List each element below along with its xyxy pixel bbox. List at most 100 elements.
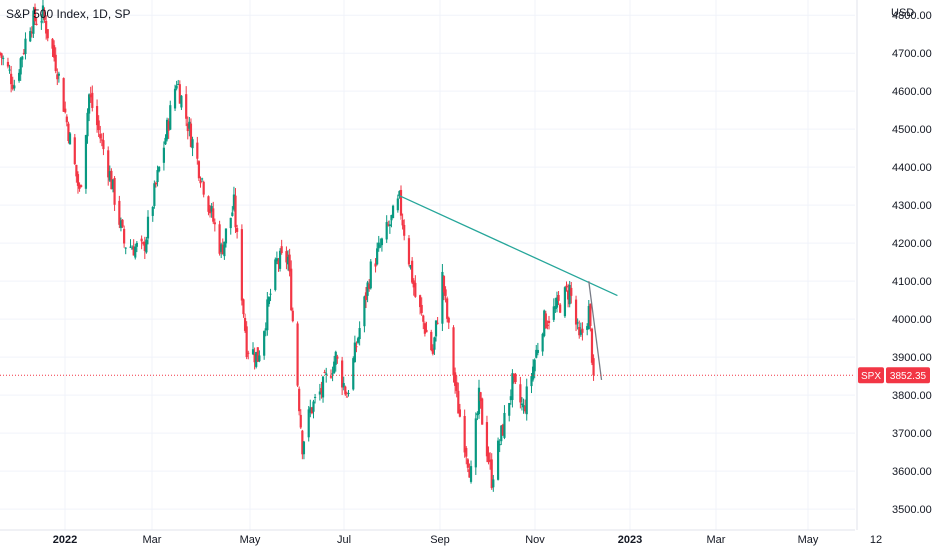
candle-down[interactable] (463, 409, 466, 458)
candle-up[interactable] (40, 14, 43, 30)
candle-down[interactable] (547, 315, 551, 330)
candle-up[interactable] (169, 100, 172, 131)
candle-down[interactable] (291, 307, 294, 323)
candle-up[interactable] (41, 0, 45, 24)
candle-down[interactable] (189, 118, 193, 148)
candle-up[interactable] (511, 369, 514, 408)
candle-down[interactable] (355, 341, 358, 353)
candle-down[interactable] (212, 201, 215, 224)
candle-down[interactable] (407, 235, 411, 267)
candle-down[interactable] (401, 213, 404, 230)
candle-up[interactable] (135, 240, 138, 253)
candle-down[interactable] (466, 458, 469, 473)
candle-up[interactable] (220, 242, 223, 258)
y-axis[interactable]: 3500.00 3600.00 3700.00 3800.00 3900.00 4000.… (856, 0, 932, 530)
candle-up[interactable] (503, 405, 506, 440)
candle-down[interactable] (43, 7, 46, 23)
candle-down[interactable] (91, 85, 94, 112)
candle-down[interactable] (100, 133, 103, 147)
candle-up[interactable] (88, 93, 91, 122)
candle-down[interactable] (444, 286, 447, 303)
candle-down[interactable] (374, 258, 377, 273)
candle-up[interactable] (509, 389, 512, 405)
candle-down[interactable] (65, 114, 68, 127)
candle-down[interactable] (95, 99, 99, 133)
candle-down[interactable] (457, 382, 460, 414)
candle-down[interactable] (431, 344, 434, 356)
candle-down[interactable] (280, 239, 283, 255)
candle-down[interactable] (442, 275, 446, 301)
candle-down[interactable] (468, 463, 471, 478)
candle-up[interactable] (520, 397, 524, 411)
candle-up[interactable] (108, 165, 111, 183)
candle-down[interactable] (178, 80, 181, 104)
candle-up[interactable] (19, 56, 22, 81)
candle-down[interactable] (465, 446, 468, 465)
candle-up[interactable] (342, 376, 345, 391)
candle-down[interactable] (202, 180, 205, 198)
candle-down[interactable] (578, 320, 581, 339)
candle-down[interactable] (154, 181, 158, 188)
candle-down[interactable] (256, 347, 259, 363)
candle-down[interactable] (78, 182, 81, 192)
candle-down[interactable] (243, 313, 247, 333)
candle-up[interactable] (434, 320, 438, 342)
candle-up[interactable] (555, 291, 559, 313)
candle-down[interactable] (419, 294, 422, 315)
candle-down[interactable] (64, 101, 67, 114)
candle-up[interactable] (231, 206, 234, 217)
candle-down[interactable] (565, 281, 568, 292)
candle-down[interactable] (54, 47, 57, 74)
candle-down[interactable] (320, 381, 323, 399)
candle-up[interactable] (474, 412, 477, 475)
candle-up[interactable] (396, 194, 399, 213)
candle-down[interactable] (0, 51, 2, 56)
candle-up[interactable] (587, 299, 590, 330)
candle-up[interactable] (313, 393, 317, 404)
candle-down[interactable] (56, 68, 59, 86)
candle-up[interactable] (568, 280, 571, 308)
x-axis[interactable]: 2022 Mar May Jul Sep Nov 2023 Mar May 12 (0, 529, 882, 546)
candle-down[interactable] (301, 429, 304, 460)
candle-up[interactable] (358, 321, 361, 346)
candle-up[interactable] (258, 350, 261, 363)
candle-down[interactable] (75, 164, 78, 183)
candle-down[interactable] (524, 399, 527, 414)
candle-up[interactable] (86, 108, 89, 144)
candle-down[interactable] (581, 322, 584, 341)
candle-up[interactable] (145, 236, 148, 254)
candle-down[interactable] (67, 121, 70, 144)
candle-up[interactable] (255, 351, 258, 369)
candle-down[interactable] (80, 184, 83, 188)
candle-down[interactable] (110, 168, 113, 190)
candle-up[interactable] (398, 190, 401, 199)
candle-up[interactable] (232, 186, 236, 212)
candle-up[interactable] (331, 366, 334, 382)
candle-down[interactable] (0, 52, 3, 66)
candle-down[interactable] (234, 188, 237, 234)
candle-up[interactable] (433, 336, 436, 355)
candle-up[interactable] (363, 295, 366, 333)
candle-up[interactable] (151, 205, 154, 222)
candle-down[interactable] (399, 185, 403, 220)
candle-up[interactable] (347, 390, 350, 397)
candle-up[interactable] (498, 439, 501, 453)
candle-up[interactable] (200, 177, 204, 182)
candle-up[interactable] (391, 204, 395, 219)
candle-up[interactable] (377, 235, 380, 252)
candle-up[interactable] (379, 238, 382, 249)
candle-up[interactable] (492, 474, 495, 492)
candle-down[interactable] (544, 310, 547, 329)
candle-down[interactable] (242, 298, 245, 318)
candle-up[interactable] (334, 350, 337, 372)
candle-up[interactable] (275, 251, 278, 265)
candle-down[interactable] (196, 136, 199, 165)
candle-up[interactable] (180, 95, 183, 111)
candle-up[interactable] (124, 247, 127, 255)
candle-down[interactable] (118, 195, 121, 229)
candle-up[interactable] (84, 134, 88, 194)
candle-up[interactable] (380, 237, 384, 252)
candle-down[interactable] (479, 391, 482, 409)
